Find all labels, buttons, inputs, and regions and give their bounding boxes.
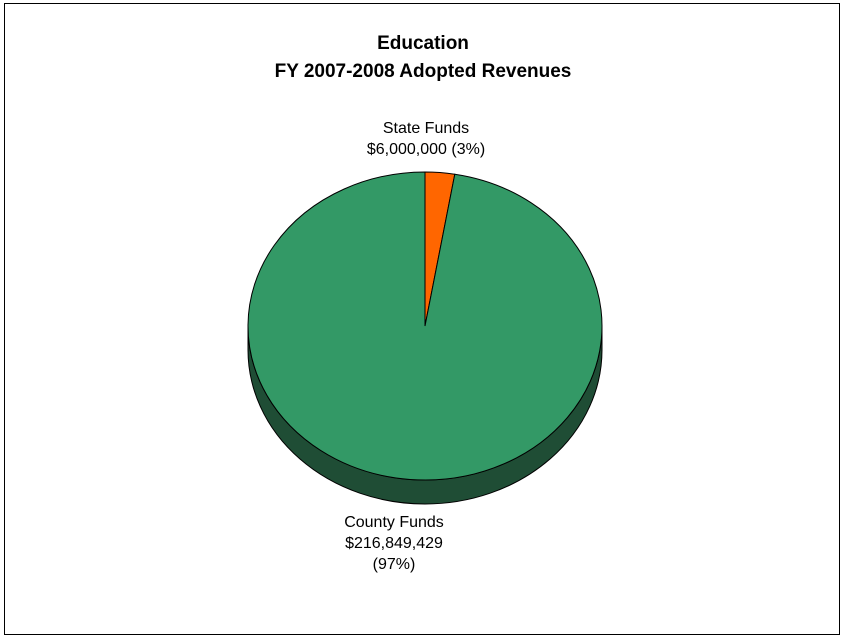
state-funds-name: State Funds (382, 120, 470, 137)
state-funds-label: State Funds $6,000,000 (3%) (346, 118, 506, 160)
county-funds-name: County Funds (344, 514, 444, 531)
state-funds-value: $6,000,000 (3%) (346, 139, 506, 160)
chart-title: Education (377, 33, 469, 54)
county-funds-percent: (97%) (372, 556, 416, 573)
state-funds-percent: (3%) (451, 141, 486, 158)
pie-slice-county-funds (247, 171, 603, 481)
chart-subtitle: FY 2007-2008 Adopted Revenues (274, 61, 572, 82)
county-funds-amount: $216,849,429 (345, 535, 443, 552)
county-funds-label: County Funds $216,849,429 (97%) (319, 512, 469, 575)
state-funds-amount: $6,000,000 (366, 141, 447, 158)
